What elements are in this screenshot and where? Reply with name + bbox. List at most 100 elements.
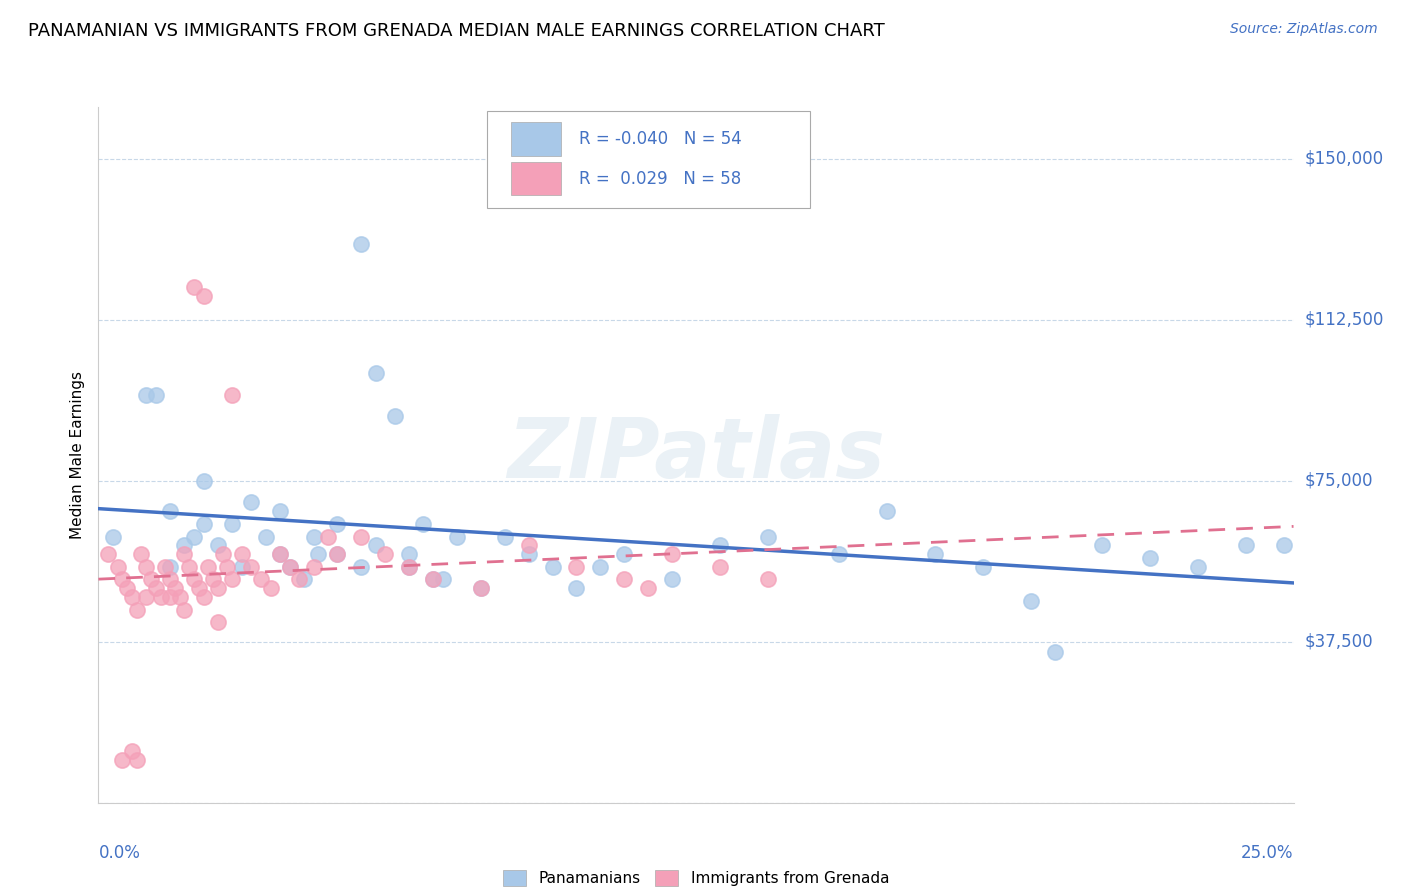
Point — [121, 590, 143, 604]
Point — [350, 237, 373, 252]
Point — [326, 547, 349, 561]
Point — [121, 744, 143, 758]
Point — [159, 573, 181, 587]
FancyBboxPatch shape — [510, 162, 561, 195]
Point — [125, 602, 148, 616]
Point — [131, 547, 153, 561]
Point — [111, 753, 134, 767]
Point — [101, 529, 124, 543]
Point — [135, 590, 157, 604]
Point — [159, 590, 181, 604]
Point — [589, 559, 612, 574]
Point — [661, 573, 683, 587]
Point — [211, 547, 233, 561]
Point — [179, 559, 201, 574]
Point — [173, 538, 195, 552]
Point — [139, 573, 162, 587]
Point — [207, 538, 229, 552]
Point — [398, 559, 420, 574]
Point — [197, 559, 219, 574]
Text: Source: ZipAtlas.com: Source: ZipAtlas.com — [1230, 22, 1378, 37]
Point — [193, 590, 215, 604]
Point — [173, 602, 195, 616]
Text: ZIPatlas: ZIPatlas — [508, 415, 884, 495]
Point — [637, 581, 659, 595]
Text: 0.0%: 0.0% — [98, 845, 141, 863]
Point — [183, 280, 205, 294]
Point — [1272, 538, 1295, 552]
Text: $150,000: $150,000 — [1305, 150, 1384, 168]
Point — [398, 559, 420, 574]
Point — [364, 538, 387, 552]
Point — [217, 559, 239, 574]
Point — [107, 559, 129, 574]
Point — [278, 559, 301, 574]
Point — [240, 559, 263, 574]
Point — [446, 529, 468, 543]
Text: R =  0.029   N = 58: R = 0.029 N = 58 — [579, 169, 741, 187]
Point — [1019, 594, 1042, 608]
Point — [193, 474, 215, 488]
Point — [187, 581, 209, 595]
Point — [374, 547, 396, 561]
Point — [756, 529, 779, 543]
Point — [183, 529, 205, 543]
Point — [135, 388, 157, 402]
Point — [97, 547, 120, 561]
Point — [412, 516, 434, 531]
Point — [259, 581, 281, 595]
Point — [494, 529, 516, 543]
Point — [221, 573, 243, 587]
Point — [125, 753, 148, 767]
Text: $75,000: $75,000 — [1305, 472, 1374, 490]
Point — [1234, 538, 1257, 552]
Point — [145, 581, 167, 595]
Point — [924, 547, 946, 561]
FancyBboxPatch shape — [510, 122, 561, 155]
Point — [250, 573, 273, 587]
Point — [828, 547, 851, 561]
Point — [307, 547, 329, 561]
Point — [155, 559, 177, 574]
Point — [292, 573, 315, 587]
Point — [972, 559, 994, 574]
Point — [269, 504, 291, 518]
Point — [135, 559, 157, 574]
Point — [115, 581, 138, 595]
Text: R = -0.040   N = 54: R = -0.040 N = 54 — [579, 130, 741, 148]
Point — [541, 559, 564, 574]
Point — [565, 581, 588, 595]
Point — [350, 529, 373, 543]
Point — [169, 590, 191, 604]
Point — [1043, 645, 1066, 659]
Point — [398, 547, 420, 561]
Point — [422, 573, 444, 587]
Point — [1139, 551, 1161, 566]
Point — [254, 529, 277, 543]
Point — [207, 581, 229, 595]
Point — [432, 573, 454, 587]
Legend: Panamanians, Immigrants from Grenada: Panamanians, Immigrants from Grenada — [496, 864, 896, 892]
Point — [565, 559, 588, 574]
Text: PANAMANIAN VS IMMIGRANTS FROM GRENADA MEDIAN MALE EARNINGS CORRELATION CHART: PANAMANIAN VS IMMIGRANTS FROM GRENADA ME… — [28, 22, 884, 40]
Point — [207, 615, 229, 630]
Text: $37,500: $37,500 — [1305, 632, 1374, 651]
Point — [384, 409, 406, 424]
Point — [326, 516, 349, 531]
Point — [221, 516, 243, 531]
Point — [316, 529, 339, 543]
Point — [202, 573, 225, 587]
Point — [278, 559, 301, 574]
Point — [517, 538, 540, 552]
Point — [613, 547, 636, 561]
Point — [240, 495, 263, 509]
Point — [709, 538, 731, 552]
Point — [193, 289, 215, 303]
Point — [613, 573, 636, 587]
Point — [221, 388, 243, 402]
Point — [231, 547, 253, 561]
Point — [173, 547, 195, 561]
Point — [288, 573, 311, 587]
Point — [709, 559, 731, 574]
Point — [183, 573, 205, 587]
